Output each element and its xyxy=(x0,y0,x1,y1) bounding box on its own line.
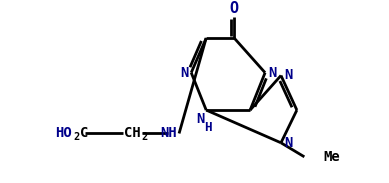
Text: CH: CH xyxy=(124,126,141,140)
Text: N: N xyxy=(268,66,276,80)
Text: HO: HO xyxy=(55,126,72,140)
Text: 2: 2 xyxy=(74,132,80,142)
Text: NH: NH xyxy=(160,126,177,140)
Text: N: N xyxy=(196,112,204,126)
Text: N: N xyxy=(284,68,292,83)
Text: O: O xyxy=(230,1,239,16)
Text: H: H xyxy=(204,121,212,134)
Text: N: N xyxy=(284,136,292,150)
Text: N: N xyxy=(180,66,188,80)
Text: Me: Me xyxy=(323,150,340,164)
Text: 2: 2 xyxy=(142,132,148,142)
Text: C: C xyxy=(80,126,88,140)
